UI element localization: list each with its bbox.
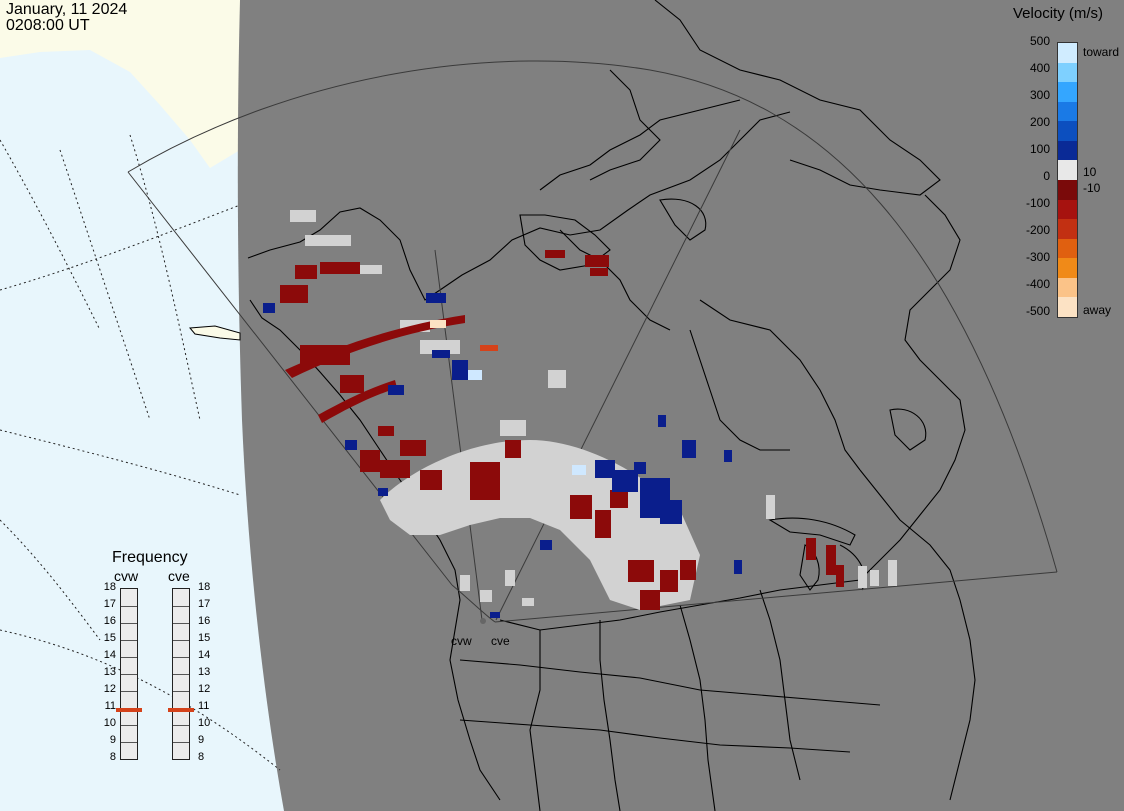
frequency-scale-label: 16 [103,615,116,627]
frequency-scale-label: 17 [198,598,211,610]
velocity-tick-label: 200 [1029,115,1050,129]
timestamp-time: 0208:00 UT [6,17,90,34]
frequency-scale-label: 12 [198,683,211,695]
frequency-cell [121,691,137,708]
velocity-tick-label: 300 [1029,88,1050,102]
colorbar-segment [1058,219,1077,240]
frequency-scale-label: 9 [198,734,205,746]
frequency-scale-label: 13 [198,666,211,678]
frequency-scale-label: 11 [198,700,210,712]
frequency-cell [173,674,189,691]
colorbar-segment [1058,297,1077,318]
sea-ice-region [0,0,240,168]
frequency-scale-label: 15 [103,632,116,644]
velocity-tick-label: -300 [1025,250,1050,264]
frequency-cell [173,725,189,742]
frequency-scale-label: 12 [103,683,116,695]
away-velocity-echoes [280,250,844,610]
frequency-scale-label: 8 [109,751,116,763]
colorbar-segment [1058,199,1077,220]
frequency-radar-cvw-label: cvw [114,568,139,584]
velocity-colorbar [1057,42,1078,318]
pos-threshold-label: 10 [1083,165,1097,179]
frequency-scale-label: 8 [198,751,205,763]
frequency-marker-cvw [116,708,142,713]
frequency-radar-cve-label: cve [168,568,190,584]
colorbar-segment [1058,140,1077,161]
velocity-tick-label: -500 [1025,304,1050,318]
away-label: away [1083,303,1112,317]
velocity-tick-label: 100 [1029,142,1050,156]
frequency-scale-cve [172,588,190,760]
frequency-scale-label: 10 [198,717,211,729]
site-label-cvw: cvw [451,634,472,648]
frequency-cell [121,674,137,691]
frequency-cell [173,657,189,674]
frequency-cell [173,640,189,657]
frequency-cell [121,640,137,657]
colorbar-segment [1058,180,1077,201]
colorbar-segment [1058,62,1077,83]
frequency-scale-cvw [120,588,138,760]
coastlines [247,0,976,811]
colorbar-segment [1058,121,1077,142]
frequency-scale-label: 9 [109,734,116,746]
colorbar-segment [1058,43,1077,64]
velocity-tick-label: 0 [1043,169,1050,183]
neg-threshold-label: -10 [1083,181,1101,195]
site-label-cve: cve [491,634,510,648]
velocity-tick-label: 500 [1029,34,1050,48]
velocity-legend-title: Velocity (m/s) [1013,5,1104,22]
colorbar-segment [1058,238,1077,259]
aleutian-peninsula [188,325,241,341]
frequency-cell [173,742,189,759]
graticule-lines [0,134,281,771]
frequency-cell [121,742,137,759]
frequency-scale-label: 16 [198,615,211,627]
frequency-scale-label: 11 [104,700,116,712]
frequency-cell [121,623,137,640]
frequency-scale-label: 14 [198,649,211,661]
velocity-tick-label: -200 [1025,223,1050,237]
colorbar-segment [1058,82,1077,103]
frequency-cell [173,691,189,708]
frequency-title: Frequency [112,549,188,566]
frequency-cell [121,657,137,674]
velocity-tick-label: 400 [1029,61,1050,75]
velocity-tick-label: -400 [1025,277,1050,291]
land-region [237,0,1124,811]
radar-site-marker [480,618,486,624]
misc-velocity-echoes [430,320,586,475]
frequency-scale-label: 17 [103,598,116,610]
frequency-marker-cve [168,708,194,713]
colorbar-segment [1058,101,1077,122]
colorbar-segment [1058,258,1077,279]
frequency-scale-label: 15 [198,632,211,644]
frequency-cell [121,725,137,742]
timestamp-date: January, 11 2024 [6,1,128,18]
colorbar-segment [1058,160,1077,181]
frequency-cell [173,623,189,640]
frequency-scale-label: 18 [103,581,116,593]
colorbar-segment [1058,277,1077,298]
frequency-cell [173,606,189,623]
velocity-tick-label: -100 [1025,196,1050,210]
toward-velocity-echoes [263,293,742,618]
frequency-cell [121,606,137,623]
frequency-scale-label: 10 [103,717,116,729]
toward-label: toward [1083,45,1120,59]
frequency-scale-label: 14 [103,649,116,661]
frequency-scale-label: 18 [198,581,211,593]
frequency-scale-label: 13 [103,666,116,678]
